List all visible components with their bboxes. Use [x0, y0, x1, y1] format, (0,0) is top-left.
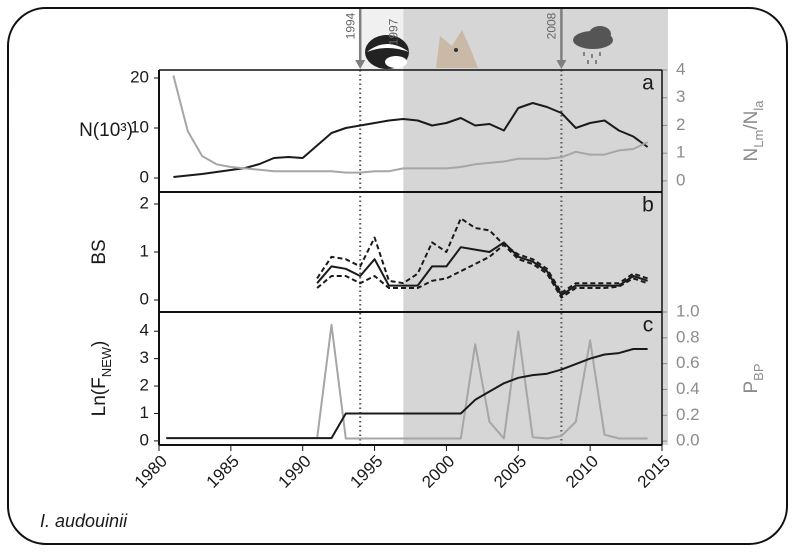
series-line — [316, 323, 648, 440]
event-label: 1994 — [343, 12, 357, 39]
y-tick-label: 1 — [140, 403, 149, 422]
event-label: 2008 — [545, 12, 559, 39]
y-tick-label: 2 — [140, 193, 149, 212]
y2-tick-label: 0.4 — [676, 379, 700, 398]
y2-tick-label: 1.0 — [676, 301, 700, 320]
y-tick-label: 2 — [140, 376, 149, 395]
rain — [583, 52, 601, 64]
y-axis-title: BS — [89, 239, 110, 264]
series-line — [316, 241, 648, 297]
series-line — [166, 348, 648, 440]
panel-letter: b — [642, 194, 654, 217]
y2-tick-label: 0.2 — [676, 405, 700, 424]
axis-title-part: BS — [89, 239, 110, 264]
y-tick-label: 10 — [130, 117, 149, 136]
y-tick-label: 0 — [140, 167, 149, 186]
panel-letter: c — [643, 314, 654, 337]
y-tick-label: 3 — [140, 348, 149, 367]
fox-eye — [454, 48, 458, 52]
axis-title-part: P — [741, 381, 762, 394]
event-arrowhead — [355, 60, 366, 69]
y2-tick-label: 0 — [676, 170, 685, 189]
x-tick-label: 1990 — [275, 452, 315, 492]
x-tick-label: 1995 — [346, 452, 386, 492]
y2-tick-label: 0.6 — [676, 353, 700, 372]
y-tick-label: 1 — [140, 241, 149, 260]
x-tick-label: 2010 — [562, 452, 602, 492]
y2-tick-label: 0.8 — [676, 327, 700, 346]
axis-title-part: /N — [741, 111, 762, 130]
axis-title-part: ) — [89, 341, 110, 347]
series-line — [172, 75, 649, 174]
axis-title-part: NEW — [99, 346, 114, 377]
axis-title-part: BP — [751, 363, 766, 380]
species-label: I. audouinii — [40, 511, 128, 531]
y2-tick-label: 4 — [676, 59, 685, 78]
badger-icon — [365, 35, 409, 69]
y2-tick-label: 0.0 — [676, 431, 700, 450]
event-arrowhead — [556, 60, 567, 69]
axis-title-part: Ln(F — [89, 377, 110, 416]
y-tick-label: 0 — [140, 289, 149, 308]
x-tick-label: 1980 — [131, 452, 171, 492]
fox-icon — [436, 30, 478, 68]
event-label: 1997 — [386, 18, 400, 45]
y-tick-label: 20 — [130, 67, 149, 86]
y2-tick-label: 2 — [676, 115, 685, 134]
cloud — [589, 26, 611, 42]
y2-tick-label: 3 — [676, 87, 685, 106]
panel-letter: a — [642, 72, 654, 95]
x-tick-label: 2015 — [634, 452, 674, 492]
cloud-icon — [573, 26, 613, 64]
y-tick-label: 4 — [140, 321, 149, 340]
badger-snout — [385, 56, 407, 68]
y2-axis-title: PBP — [741, 363, 766, 393]
outer-frame — [7, 7, 788, 545]
y2-tick-label: 1 — [676, 143, 685, 162]
series-line — [316, 217, 648, 294]
x-tick-label: 1985 — [203, 452, 243, 492]
axis-title-part: N — [741, 148, 762, 162]
x-tick-label: 2005 — [490, 452, 530, 492]
y-axis-title: N(10³) — [79, 120, 133, 141]
background-layer — [360, 9, 668, 445]
x-tick-label: 2000 — [418, 452, 458, 492]
period-shade — [403, 9, 668, 445]
y-axis-title: Ln(FNEW) — [89, 341, 114, 417]
y2-axis-title: NLm/Nla — [741, 100, 766, 162]
y-tick-label: 0 — [140, 430, 149, 449]
axis-title-part: la — [751, 100, 766, 111]
badger-stripe — [367, 44, 409, 52]
axis-title-part: Lm — [751, 130, 766, 148]
series-line — [173, 102, 649, 178]
axis-title-part: N(10³) — [79, 120, 133, 141]
